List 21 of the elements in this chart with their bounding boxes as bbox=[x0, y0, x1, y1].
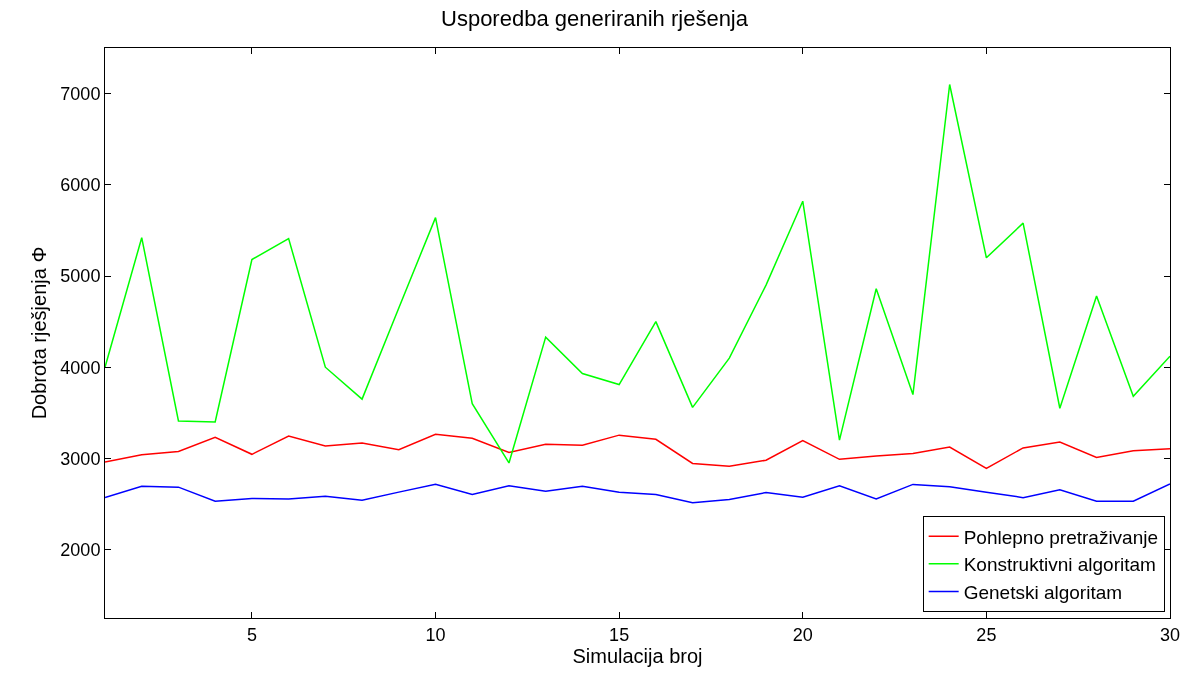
y-tick-label: 2000 bbox=[60, 539, 101, 560]
line-series bbox=[105, 483, 1170, 504]
x-tick-label: 15 bbox=[609, 624, 630, 645]
line-series bbox=[105, 83, 1170, 464]
x-axis-title: Simulacija broj bbox=[572, 644, 703, 667]
x-tick-label: 10 bbox=[425, 624, 446, 645]
y-tick-label: 5000 bbox=[60, 266, 101, 287]
x-tick-label: 20 bbox=[792, 624, 813, 645]
y-tick-label: 6000 bbox=[60, 175, 101, 196]
legend-label: Genetski algoritam bbox=[963, 581, 1123, 603]
legend-label: Konstruktivni algoritam bbox=[963, 554, 1156, 576]
y-tick-label: 7000 bbox=[60, 83, 101, 104]
y-tick-label: 4000 bbox=[60, 357, 101, 378]
y-axis-title: Dobrota rješjenja Φ bbox=[27, 246, 50, 420]
x-tick-label: 25 bbox=[976, 624, 997, 645]
y-tick-label: 3000 bbox=[60, 448, 101, 469]
legend-label: Pohlepno pretraživanje bbox=[963, 526, 1159, 548]
chart-title: Usporedba generiranih rješenja bbox=[441, 5, 749, 31]
x-tick-label: 30 bbox=[1159, 624, 1181, 645]
line-series bbox=[105, 433, 1170, 470]
x-tick-label: 5 bbox=[246, 624, 257, 645]
